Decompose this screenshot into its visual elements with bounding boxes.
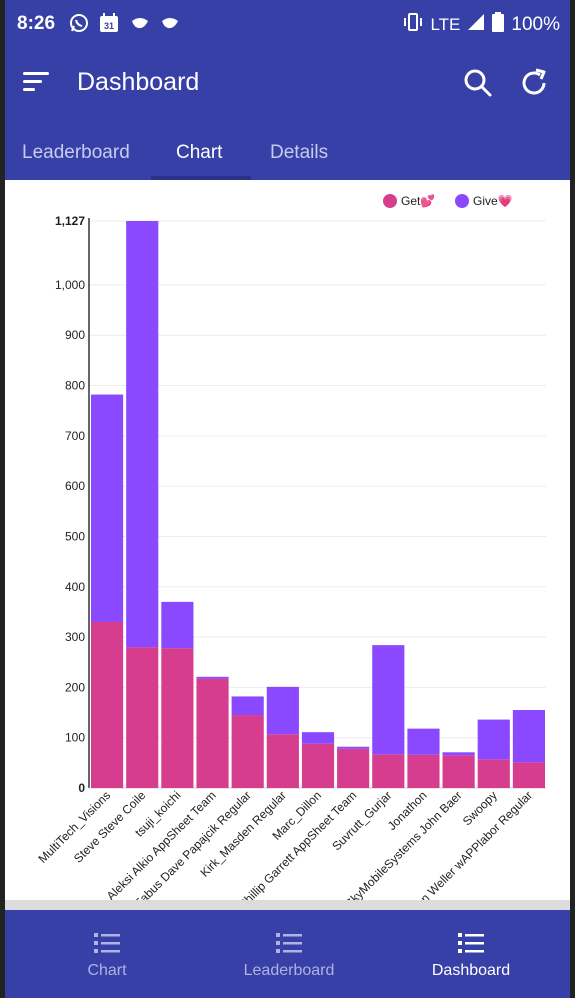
nav-label-chart: Chart (87, 962, 127, 979)
nav-label-leaderboard: Leaderboard (243, 962, 335, 979)
list-icon (94, 933, 120, 953)
stacked-bar-chart: 01002003004005006007008009001,0001,127Mu… (36, 194, 546, 900)
status-bar: 8:26 31 LTE 100% (5, 0, 570, 48)
y-tick-label: 300 (65, 630, 85, 644)
battery-level: 100% (511, 13, 560, 35)
calendar-icon: 31 (98, 12, 120, 34)
status-time: 8:26 (17, 13, 56, 34)
bar-give (372, 645, 405, 755)
y-tick-label: 700 (65, 429, 85, 443)
legend-label: Get💕 (401, 194, 435, 208)
list-icon (458, 933, 484, 953)
nav-item-leaderboard[interactable]: Leaderboard (195, 910, 383, 998)
y-tick-label: 1,000 (55, 278, 85, 292)
refresh-icon[interactable] (519, 68, 551, 100)
bird-icon (129, 12, 151, 34)
vibrate-icon (403, 13, 423, 36)
bar-get (161, 648, 194, 788)
bar-get (91, 621, 124, 788)
network-type: LTE (430, 14, 461, 34)
y-tick-label: 900 (65, 328, 85, 342)
y-tick-label: 0 (78, 781, 85, 795)
bar-get (231, 715, 264, 788)
bar-get (372, 754, 405, 788)
list-icon (276, 933, 302, 953)
bar-get (266, 734, 299, 788)
bar-give (301, 732, 335, 744)
nav-item-dashboard[interactable]: Dashboard (377, 910, 565, 998)
bar-give (512, 710, 545, 763)
bar-give (337, 746, 370, 749)
active-tab-indicator (151, 176, 251, 180)
legend-label: Give💗 (473, 194, 513, 208)
legend-swatch (455, 194, 469, 208)
bird-icon (159, 12, 181, 34)
whatsapp-icon (68, 12, 90, 34)
y-tick-label: 100 (65, 731, 85, 745)
y-tick-label: 500 (65, 529, 85, 543)
nav-label-dashboard: Dashboard (431, 962, 511, 979)
y-tick-label: 1,127 (55, 214, 85, 228)
battery-icon (492, 12, 505, 37)
bar-give (442, 752, 475, 756)
bar-get (512, 762, 545, 788)
app-bar: Dashboard (5, 48, 570, 120)
bar-give (196, 676, 229, 679)
bar-get (337, 748, 370, 788)
bar-give (407, 728, 440, 755)
chart-area: 0 100 200 300 400 500 600 700 800 900 1,000 1,127 Mu… (5, 180, 570, 900)
y-tick-label: 200 (65, 680, 85, 694)
bar-get (196, 678, 229, 788)
tab-chart[interactable]: Chart (176, 142, 223, 163)
bar-get (126, 647, 159, 788)
menu-icon[interactable] (23, 70, 55, 98)
tab-bar: Leaderboard Chart Details (5, 120, 570, 180)
bar-give (161, 601, 194, 649)
bar-give (126, 221, 159, 648)
tab-details[interactable]: Details (270, 142, 329, 163)
y-tick-label: 400 (65, 580, 85, 594)
bar-get (477, 759, 510, 788)
bar-get (301, 743, 335, 788)
bar-give (266, 686, 299, 735)
legend-swatch (383, 194, 397, 208)
y-tick-label: 600 (65, 479, 85, 493)
bar-give (91, 394, 124, 622)
bar-get (407, 754, 440, 788)
status-right: LTE 100% (403, 12, 560, 37)
bar-give (477, 719, 510, 760)
y-tick-label: 800 (65, 379, 85, 393)
app-title: Dashboard (77, 68, 200, 96)
app-frame: 8:26 31 LTE 100% (5, 0, 570, 998)
nav-item-chart[interactable]: Chart (13, 910, 201, 998)
calendar-day: 31 (104, 21, 114, 31)
bar-give (231, 696, 264, 716)
search-icon[interactable] (463, 68, 495, 100)
scroll-strip (5, 900, 570, 910)
signal-icon (467, 13, 485, 36)
tab-leaderboard[interactable]: Leaderboard (22, 142, 130, 163)
bar-get (442, 755, 475, 788)
bottom-nav: Chart Leaderboard Dashboard (5, 910, 570, 998)
